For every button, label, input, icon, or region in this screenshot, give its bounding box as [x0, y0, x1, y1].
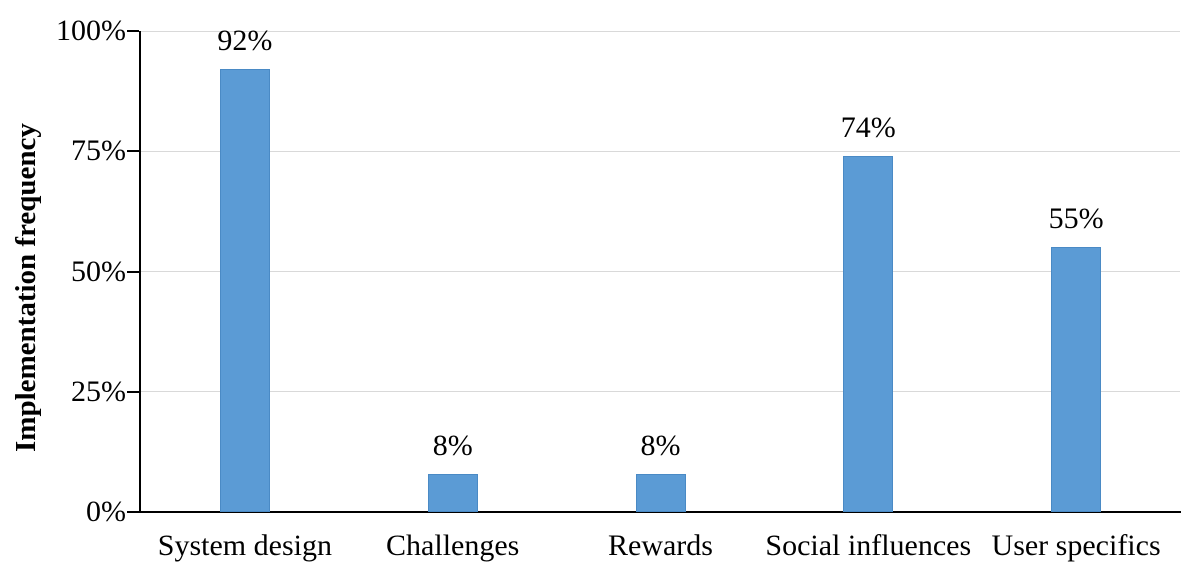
bar-user-specifics	[1051, 247, 1102, 512]
y-tick-label-50: 50%	[71, 254, 126, 288]
bar-rewards	[635, 473, 686, 512]
y-tick-mark-25	[127, 390, 139, 393]
x-category-label-challenges: Challenges	[386, 529, 520, 562]
bar-value-label-rewards: 8%	[640, 428, 681, 462]
bar-social-influences	[843, 156, 894, 512]
gridline-25	[141, 391, 1180, 393]
bar-system-design	[219, 69, 270, 512]
y-tick-label-25: 25%	[71, 374, 126, 408]
bar-value-label-user-specifics: 55%	[1048, 202, 1104, 236]
bar-value-label-challenges: 8%	[432, 428, 473, 462]
gridline-50	[141, 271, 1180, 272]
x-category-label-system-design: System design	[157, 529, 332, 562]
y-axis-line	[139, 31, 141, 513]
y-tick-mark-50	[127, 270, 139, 273]
y-tick-label-75: 75%	[71, 134, 126, 168]
y-tick-label-100: 100%	[56, 14, 126, 47]
gridline-100	[141, 30, 1180, 32]
y-tick-label-0: 0%	[86, 495, 126, 528]
x-category-label-user-specifics: User specifics	[991, 529, 1161, 562]
bar-value-label-system-design: 92%	[217, 24, 273, 58]
bar-value-label-social-influences: 74%	[840, 111, 896, 145]
x-axis-line	[139, 511, 1181, 513]
y-tick-mark-75	[127, 150, 139, 153]
gridline-75	[141, 150, 1180, 152]
x-category-label-social-influences: Social influences	[765, 529, 972, 562]
x-category-label-rewards: Rewards	[608, 529, 713, 562]
y-tick-mark-0	[127, 511, 139, 513]
y-tick-mark-100	[127, 30, 139, 32]
bar-challenges	[427, 473, 478, 512]
